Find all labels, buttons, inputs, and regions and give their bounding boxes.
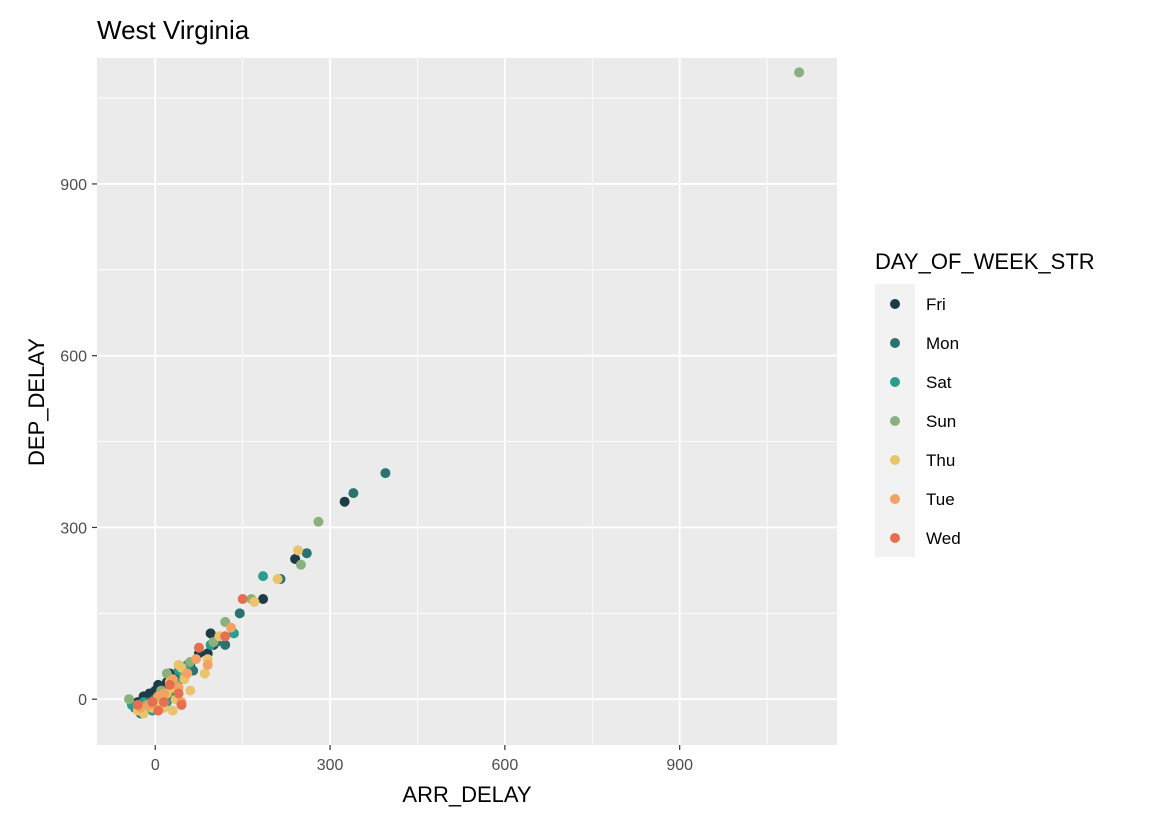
data-point [202, 659, 213, 670]
y-axis: 0 300 600 900 [60, 177, 97, 709]
data-point [293, 545, 304, 556]
data-point [339, 496, 350, 507]
legend-label-sun: Sun [926, 412, 956, 431]
series-wed [132, 594, 248, 716]
legend-key-sun [890, 416, 900, 426]
legend-label-sat: Sat [926, 373, 952, 392]
data-point [237, 594, 248, 605]
data-point [301, 548, 312, 559]
data-point [272, 573, 283, 584]
legend-items: Fri Mon Sat Sun Thu Tue Wed [890, 295, 961, 548]
legend-key-sat [890, 377, 900, 387]
data-point [159, 697, 170, 708]
data-point [295, 559, 306, 570]
legend-label-thu: Thu [926, 451, 955, 470]
legend-label-tue: Tue [926, 490, 955, 509]
data-point [249, 596, 260, 607]
data-point [258, 594, 269, 605]
legend-key-mon [890, 338, 900, 348]
data-points [124, 67, 805, 719]
data-point [124, 694, 135, 705]
y-tick-label: 600 [60, 349, 87, 366]
legend-label-wed: Wed [926, 529, 961, 548]
data-point [185, 685, 196, 696]
data-point [380, 468, 391, 479]
legend-key-fri [890, 299, 900, 309]
data-point [220, 631, 231, 642]
data-point [167, 705, 178, 716]
x-tick-label: 300 [317, 757, 344, 774]
data-point [199, 668, 210, 679]
x-axis-title: ARR_DELAY [402, 782, 532, 807]
data-point [258, 571, 269, 582]
data-point [182, 668, 193, 679]
plot-panel [97, 58, 837, 745]
data-point [313, 516, 324, 527]
legend-key-thu [890, 455, 900, 465]
legend: DAY_OF_WEEK_STR Fri Mon Sat Sun Thu Tue Wed [875, 249, 1095, 557]
data-point [226, 622, 237, 633]
y-tick-label: 0 [78, 692, 87, 709]
legend-key-tue [890, 494, 900, 504]
y-axis-title: DEP_DELAY [24, 338, 49, 466]
data-point [205, 628, 216, 639]
major-gridlines [97, 58, 837, 745]
legend-label-mon: Mon [926, 334, 959, 353]
legend-key-wed [890, 533, 900, 543]
data-point [220, 639, 231, 650]
data-point [176, 699, 187, 710]
x-tick-label: 0 [151, 757, 160, 774]
data-point [153, 705, 164, 716]
x-tick-label: 600 [492, 757, 519, 774]
data-point [234, 608, 245, 619]
minor-gridlines [97, 58, 837, 745]
data-point [173, 688, 184, 699]
x-tick-label: 900 [666, 757, 693, 774]
data-point [132, 699, 143, 710]
data-point [191, 654, 202, 665]
data-point [164, 679, 175, 690]
y-tick-label: 300 [60, 520, 87, 537]
data-point [147, 697, 158, 708]
chart-title: West Virginia [97, 15, 250, 45]
data-point [159, 688, 170, 699]
data-point [348, 488, 359, 499]
legend-title: DAY_OF_WEEK_STR [875, 249, 1095, 274]
legend-label-fri: Fri [926, 295, 946, 314]
data-point [193, 642, 204, 653]
data-point [794, 67, 805, 78]
y-tick-label: 900 [60, 177, 87, 194]
x-axis: 0 300 600 900 [151, 745, 693, 774]
